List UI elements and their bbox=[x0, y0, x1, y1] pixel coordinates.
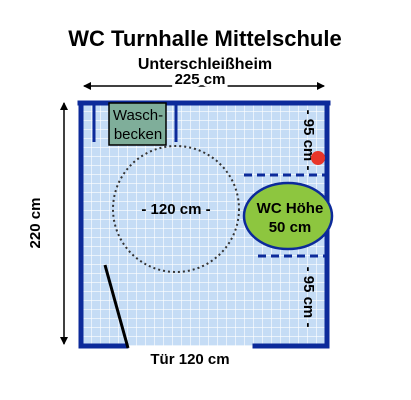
lower-clearance-label: - 95 cm - bbox=[300, 267, 317, 328]
height-label: 220 cm bbox=[27, 198, 44, 249]
sink: Wasch- becken bbox=[92, 102, 178, 146]
width-label: 225 cm bbox=[175, 71, 226, 88]
door-leaf bbox=[103, 264, 130, 349]
door-label: Tür 120 cm bbox=[150, 351, 229, 368]
subtitle: Unterschleißheim bbox=[138, 56, 272, 73]
flush-button-icon bbox=[311, 151, 325, 165]
sink-label-line2: becken bbox=[114, 126, 162, 143]
sink-label-line1: Wasch- bbox=[113, 107, 163, 124]
wc-label-line2: 50 cm bbox=[269, 219, 312, 236]
title: WC Turnhalle Mittelschule bbox=[68, 26, 341, 51]
wc-label-line1: WC Höhe bbox=[257, 200, 324, 217]
turning-circle-label: - 120 cm - bbox=[141, 201, 210, 218]
wc-bowl bbox=[242, 181, 334, 251]
turning-circle bbox=[112, 145, 240, 273]
